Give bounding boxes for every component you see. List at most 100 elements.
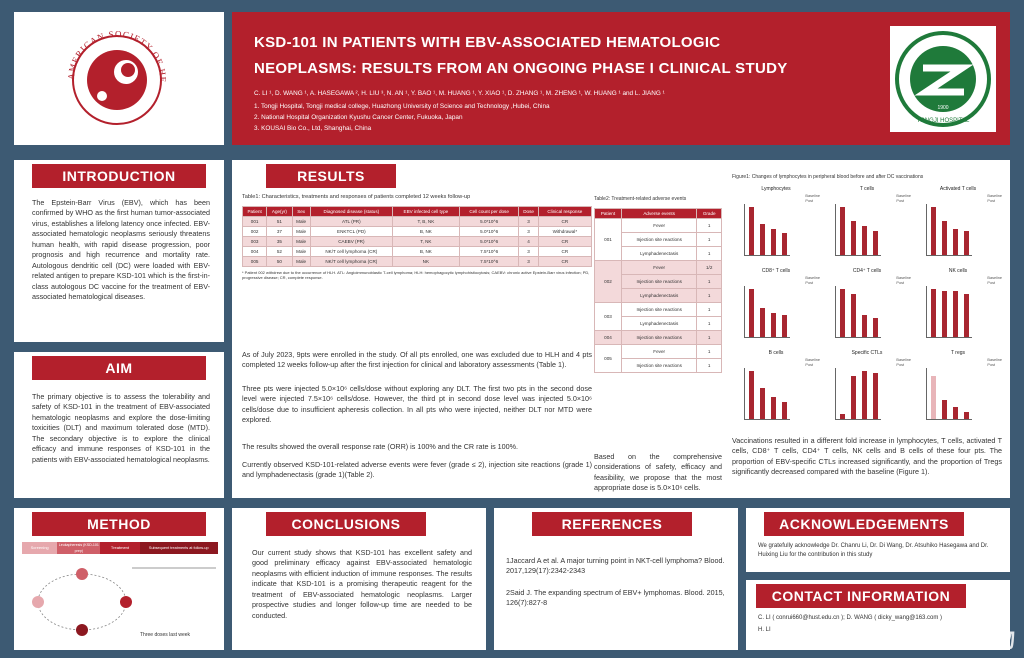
- results-para6: Vaccinations resulted in a different fol…: [732, 436, 1002, 477]
- figure1-bar: [873, 317, 878, 337]
- contact-heading: CONTACT INFORMATION: [756, 584, 966, 608]
- table2-cell: Injection site reactions: [620, 232, 698, 247]
- table1-header-cell: Cell count per dose: [458, 206, 520, 217]
- figure1-bar: [840, 289, 845, 337]
- table2-cell: Fever: [620, 344, 698, 359]
- table2-patient-cell: 005: [594, 344, 622, 373]
- figure1-bar: [749, 207, 754, 255]
- ash-logo: AMERICAN SOCIETY OF HEMATOLOGY: [9, 4, 167, 125]
- figure1-legend: Baseline Post: [987, 358, 1002, 368]
- results-para4: Currently observed KSD-101-related adver…: [242, 460, 592, 480]
- figure1-bar: [782, 233, 787, 255]
- figure1-panel-title: Lymphocytes: [761, 186, 791, 192]
- table2-cell: 1: [696, 218, 722, 233]
- figure1-bar: [760, 308, 765, 337]
- figure1-legend-entry: Post: [896, 280, 905, 285]
- table2-cell: 1/2: [696, 260, 722, 275]
- method-timeline: Screening Leukapheresis (KSD-101 prep) T…: [22, 542, 218, 554]
- contact-line2: H. LI: [758, 627, 771, 633]
- figure1-panel-axis: [926, 368, 972, 420]
- figure1-panel-title: T cells: [859, 186, 875, 192]
- figure1-caption: Figure1: Changes of lymphocytes in perip…: [732, 174, 924, 180]
- figure1-legend-entry: Post: [805, 362, 814, 367]
- figure1-panel-title: Specific CTLs: [851, 350, 883, 356]
- figure1-legend: Baseline Post: [805, 358, 820, 368]
- acknowledgements-heading: ACKNOWLEDGEMENTS: [764, 512, 964, 536]
- figure1-bar: [873, 231, 878, 255]
- table1-row: 002 37 Male ENKTCL (PD) B, NK 5.0*10^6 3 Withdr…: [241, 226, 593, 237]
- acknowledgements-text: We gratefully acknowledge Dr. Chanru Li,…: [758, 543, 989, 558]
- method-step-leukapheresis: Leukapheresis (KSD-101 prep): [57, 542, 101, 554]
- table2-row: 001 Fever 1: [594, 218, 722, 261]
- figure1-bar: [760, 387, 765, 419]
- figure1-bar: [771, 397, 776, 419]
- acknowledgements-panel: ACKNOWLEDGEMENTS We gratefully acknowled…: [746, 508, 1010, 572]
- table1-cell: 001: [241, 216, 268, 227]
- aim-heading: AIM: [32, 356, 206, 380]
- table1-cell: 003: [241, 236, 268, 247]
- table1-header-cell: Age(yr): [266, 206, 293, 217]
- figure1-bar: [782, 402, 787, 419]
- table2-cell: 1: [696, 330, 722, 345]
- figure1-panel-axis: [835, 286, 881, 338]
- figure1-bar: [771, 228, 776, 255]
- table1-cell: 51: [266, 216, 293, 227]
- table2-row: Injection site reactions 1: [595, 274, 722, 289]
- figure1-panel-axis: [835, 368, 881, 420]
- figure1-panel-axis: [926, 204, 972, 256]
- figure1-legend-entry: Post: [987, 362, 996, 367]
- figure1-bar: [964, 231, 969, 255]
- reference-1: 1Jaccard A et al. A major turning point …: [506, 556, 725, 576]
- table1-cell: Male: [291, 216, 311, 227]
- table1-row: 005 50 Male NK/T cell lymphoma (CR) NK 7.5*10…: [241, 256, 593, 267]
- figure1-bar: [942, 399, 947, 419]
- figure1-legend-entry: Post: [805, 280, 814, 285]
- figure1-legend: Baseline Post: [987, 276, 1002, 286]
- figure1-bar: [953, 291, 958, 337]
- figure1-bar: [942, 291, 947, 337]
- results-panel: RESULTS Table1: Characteristics, treatme…: [232, 160, 1010, 498]
- figure1-legend-entry: Baseline: [896, 276, 911, 280]
- table1-cell: 7.5*10^6: [458, 256, 520, 267]
- figure1-bar: [953, 407, 958, 419]
- figure1-legend-entry: Baseline: [987, 194, 1002, 198]
- conclusions-text: Our current study shows that KSD-101 has…: [252, 548, 472, 620]
- table2: Patient Adverse events Grade 001 Fever 1 Inje…: [594, 208, 722, 373]
- aim-panel: AIM The primary objective is to assess t…: [14, 352, 224, 498]
- table2-row: 004 Injection site reactions 1: [594, 330, 722, 345]
- figure1-legend-entry: Baseline: [987, 358, 1002, 362]
- figure1-legend-entry: Baseline: [896, 194, 911, 198]
- table2-cell: Fever: [620, 218, 698, 233]
- figure1-legend-entry: Baseline: [805, 276, 820, 280]
- table1-cell: Male: [291, 246, 311, 257]
- figure1-bar: [840, 207, 845, 255]
- table1-footnote: * Patient 002 withdrew due to the occurr…: [242, 270, 590, 281]
- figure1-legend-entry: Post: [896, 198, 905, 203]
- table2-cell: Injection site reactions: [620, 330, 698, 345]
- figure1-panel: Activated T cells Baseline Post: [914, 186, 1002, 266]
- figure1-bar: [851, 375, 856, 419]
- table1-cell: 7.5*10^6: [458, 246, 520, 257]
- contact-line1: C. LI ( conrui660@hust.edu.cn ); D. WANG…: [758, 615, 943, 621]
- figure1-bar: [942, 221, 947, 255]
- conclusions-panel: CONCLUSIONS Our current study shows that…: [232, 508, 486, 650]
- figure1-bar: [873, 373, 878, 419]
- table2-row: 002 Fever 1/2: [594, 260, 722, 303]
- table1-row: 001 51 Male ATL (PR) T, B, NK 5.0*10^6 3 CR: [241, 216, 593, 227]
- figure1-panel-axis: [835, 204, 881, 256]
- results-para1: As of July 2023, 9pts were enrolled in t…: [242, 350, 592, 370]
- table2-cell: 1: [696, 246, 722, 261]
- table1-cell: B, NK: [391, 246, 460, 257]
- table2-header-cell: Grade: [696, 208, 722, 219]
- table1-cell: 52: [266, 246, 293, 257]
- results-para5: Based on the comprehensive consideration…: [594, 452, 722, 493]
- results-para2: Three pts were injected 5.0×10⁶ cells/do…: [242, 384, 592, 425]
- table2-cell: Fever: [620, 260, 698, 275]
- table1-cell: 3: [518, 216, 539, 227]
- table1-cell: 004: [241, 246, 268, 257]
- table1-cell: ENKTCL (PD): [309, 226, 393, 237]
- table1-cell: CR: [537, 236, 593, 247]
- figure1-legend-entry: Baseline: [987, 276, 1002, 280]
- table2-cell: 1: [696, 358, 722, 373]
- table1-cell: NK/T cell lymphoma (CR): [309, 246, 393, 257]
